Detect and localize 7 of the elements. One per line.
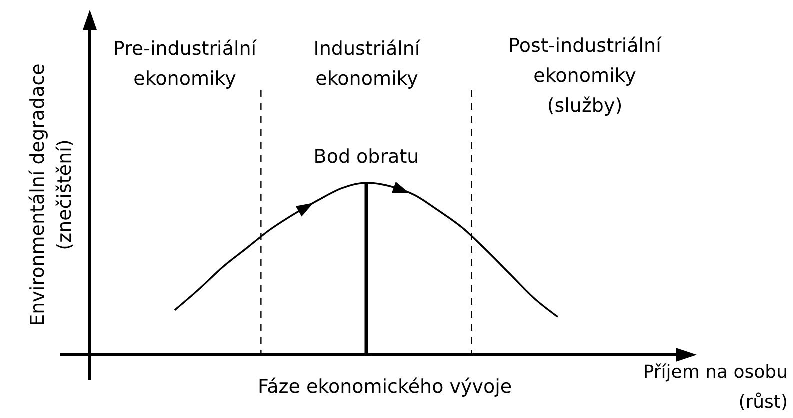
text: Industriální ekonomiky [314,38,421,90]
y-axis-title: Environmentální degradace (znečištění) [27,64,76,326]
x-axis-title: Fáze ekonomického vývoje [258,376,512,398]
text: Pre-industriální ekonomiky [113,38,258,90]
text: Post-industriální ekonomiky (služby) [508,35,662,117]
text: Bod obratu [314,146,420,168]
text: Příjem na osobu (růst) [643,362,788,413]
